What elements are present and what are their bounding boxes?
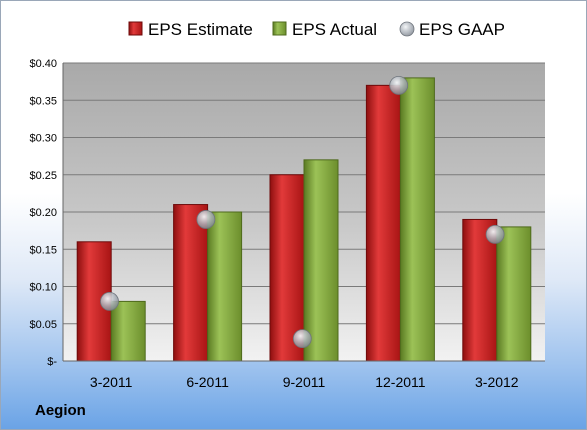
x-tick-label: 3-2012 — [475, 374, 519, 390]
legend-label: EPS GAAP — [419, 20, 505, 39]
y-tick-label: $0.30 — [29, 133, 57, 145]
x-tick-label: 3-2011 — [90, 374, 133, 390]
legend-swatch — [128, 21, 143, 36]
bar-eps-estimate — [269, 174, 305, 362]
y-tick-label: $- — [47, 356, 57, 368]
bar-eps-actual — [207, 211, 243, 362]
y-tick-label: $0.15 — [29, 244, 57, 256]
x-tick-label: 12-2011 — [375, 374, 426, 390]
x-tick-label: 6-2011 — [186, 374, 229, 390]
y-tick-label: $0.40 — [29, 58, 57, 70]
x-axis: 3-2011 6-2011 9-2011 12-2011 3-2012 — [90, 374, 519, 390]
y-axis: $- $0.05 $0.10 $0.15 $0.20 $0.25 $0.30 $0.35 $0.… — [29, 58, 545, 368]
bar-eps-actual — [399, 77, 435, 362]
marker-eps-gaap — [100, 291, 119, 311]
bar-eps-actual — [496, 226, 532, 362]
y-tick-label: $0.10 — [29, 282, 57, 294]
y-tick-label: $0.35 — [29, 95, 57, 107]
bars — [76, 77, 532, 362]
legend-swatch — [272, 21, 287, 36]
legend-label: EPS Estimate — [148, 20, 253, 39]
bar-eps-actual — [303, 159, 339, 362]
y-tick-label: $0.05 — [29, 319, 57, 331]
marker-eps-gaap — [389, 75, 409, 95]
y-tick-label: $0.20 — [29, 207, 57, 219]
marker-eps-gaap — [485, 224, 505, 244]
y-tick-label: $0.25 — [29, 170, 57, 182]
marker-eps-gaap — [196, 210, 216, 229]
gaap-markers — [100, 75, 505, 349]
legend: EPS Estimate EPS Actual EPS GAAP — [128, 20, 505, 39]
marker-eps-gaap — [292, 329, 312, 349]
legend-swatch — [399, 21, 415, 37]
bar-eps-actual — [110, 300, 146, 362]
company-name: Aegion — [35, 402, 86, 419]
bar-eps-estimate — [462, 218, 498, 362]
x-tick-label: 9-2011 — [283, 374, 326, 390]
bar-eps-estimate — [365, 84, 401, 362]
legend-label: EPS Actual — [292, 20, 377, 39]
